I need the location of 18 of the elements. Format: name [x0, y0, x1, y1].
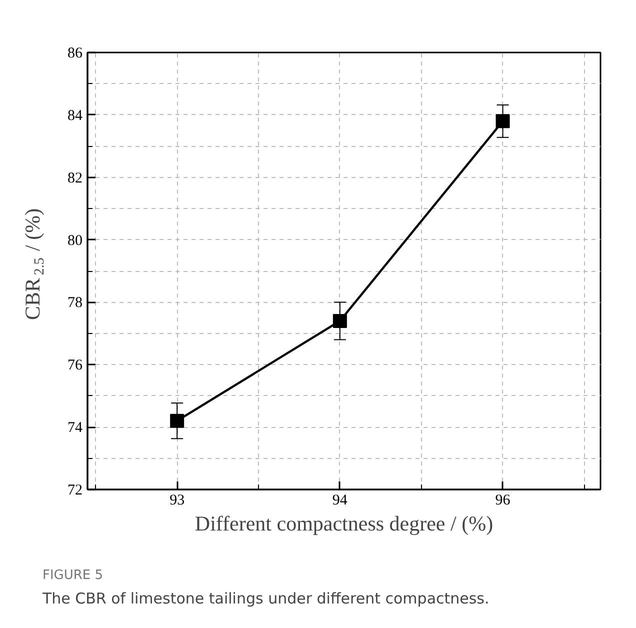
x-tick-label: 94: [332, 492, 348, 508]
text: The CBR of limestone tailings under different compactness.: [42, 590, 490, 608]
y-tick-label: 74: [68, 420, 83, 436]
y-tick-label: 72: [68, 482, 82, 498]
y-axis-title: CBR2.5 / (%): [20, 208, 48, 320]
point: [170, 414, 184, 428]
y-tick-label: 80: [68, 232, 82, 249]
y-tick-label: 76: [68, 358, 83, 374]
x-tick-label: 96: [495, 492, 511, 508]
y-tick-label: 82: [68, 170, 82, 186]
y-tick-label: 86: [68, 46, 83, 62]
x-tick-label: 93: [170, 492, 185, 508]
point: [332, 314, 347, 328]
y-tick-label: 78: [68, 295, 82, 312]
caption: FIGURE 5: [42, 568, 104, 583]
y-tick-label: 84: [68, 108, 83, 124]
x-axis-title: Different compactness degree / (%): [194, 512, 494, 536]
point: [496, 114, 510, 128]
